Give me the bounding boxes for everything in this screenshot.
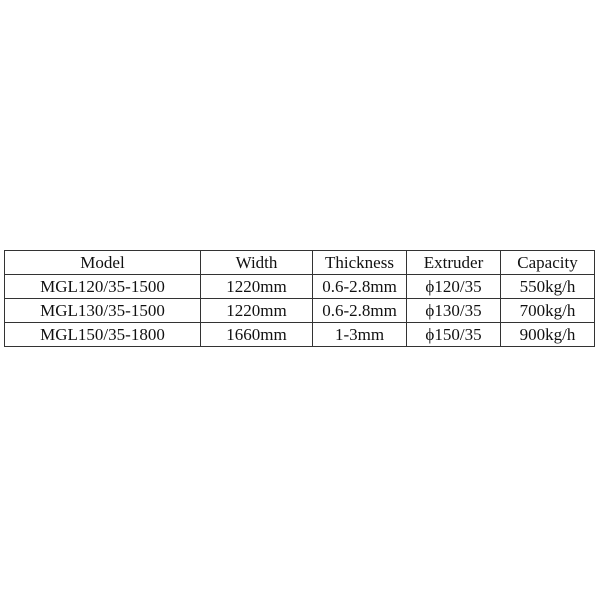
spec-table: Model Width Thickness Extruder Capacity … [4,250,595,347]
cell-width: 1660mm [200,322,313,347]
cell-capacity: 900kg/h [500,322,595,347]
header-model: Model [4,250,201,275]
header-thickness: Thickness [312,250,407,275]
table-row: MGL150/35-1800 1660mm 1-3mm ϕ150/35 900k… [4,322,595,347]
header-row: Model Width Thickness Extruder Capacity [4,250,595,275]
cell-width: 1220mm [200,274,313,299]
cell-capacity: 700kg/h [500,298,595,323]
cell-model: MGL150/35-1800 [4,322,201,347]
table-row: MGL120/35-1500 1220mm 0.6-2.8mm ϕ120/35 … [4,274,595,299]
header-capacity: Capacity [500,250,595,275]
cell-thickness: 0.6-2.8mm [312,274,407,299]
cell-extruder: ϕ120/35 [406,274,501,299]
cell-width: 1220mm [200,298,313,323]
cell-model: MGL120/35-1500 [4,274,201,299]
table-row: MGL130/35-1500 1220mm 0.6-2.8mm ϕ130/35 … [4,298,595,323]
header-extruder: Extruder [406,250,501,275]
cell-capacity: 550kg/h [500,274,595,299]
cell-thickness: 1-3mm [312,322,407,347]
header-width: Width [200,250,313,275]
cell-extruder: ϕ130/35 [406,298,501,323]
cell-extruder: ϕ150/35 [406,322,501,347]
cell-thickness: 0.6-2.8mm [312,298,407,323]
cell-model: MGL130/35-1500 [4,298,201,323]
